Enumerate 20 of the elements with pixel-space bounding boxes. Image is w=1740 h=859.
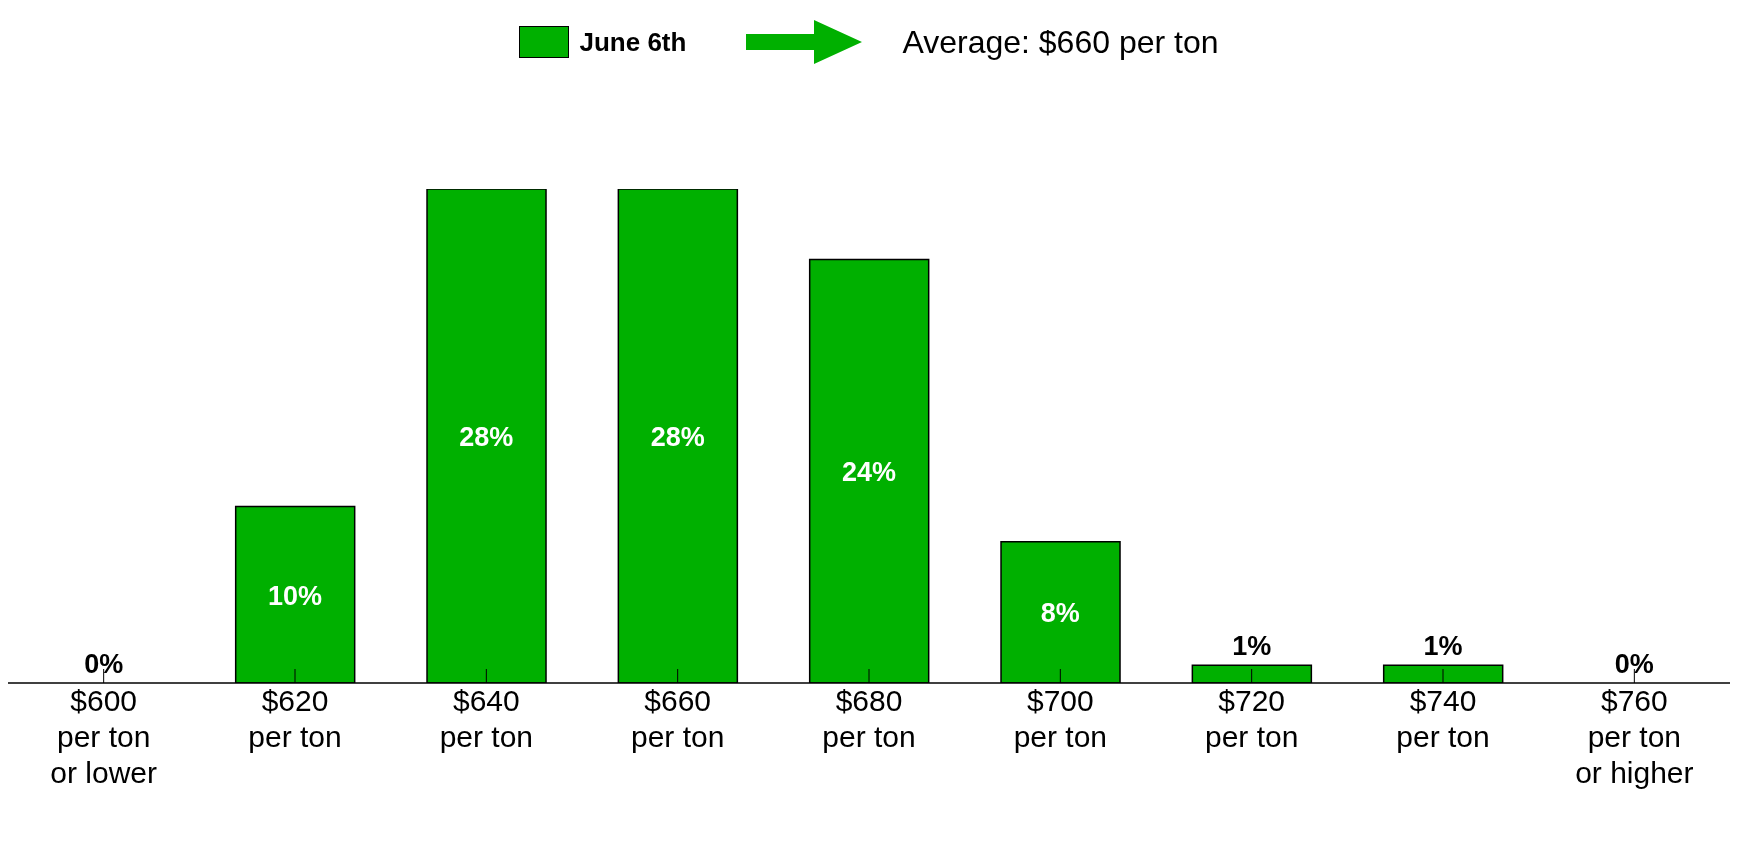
- text: Average: $660 per ton: [902, 23, 1219, 61]
- data-label: 10%: [267, 580, 323, 611]
- x-tick-label: $620 per ton: [248, 684, 342, 753]
- data-label: 0%: [1614, 649, 1654, 679]
- x-tick-label: $760 per ton or higher: [1575, 684, 1694, 789]
- data-label: 0%: [84, 649, 124, 679]
- data-label: 24%: [841, 457, 897, 488]
- x-tick-label: $720 per ton: [1204, 684, 1299, 753]
- x-tick-label: $700 per ton: [1013, 684, 1108, 753]
- data-label: 1%: [1423, 631, 1463, 662]
- x-tick-label: $660 per ton: [630, 684, 725, 753]
- x-tick-label: $680 per ton: [822, 684, 916, 753]
- data-label: 28%: [459, 422, 514, 452]
- data-label: 28%: [650, 422, 705, 452]
- x-tick-label: $600 per ton or lower: [50, 684, 158, 789]
- x-tick-label: $640 per ton: [439, 684, 534, 753]
- data-label: 1%: [1232, 631, 1272, 662]
- data-label: 8%: [1040, 598, 1080, 629]
- x-tick-label: $740 per ton: [1396, 684, 1490, 753]
- legend-label: June 6th: [579, 26, 687, 58]
